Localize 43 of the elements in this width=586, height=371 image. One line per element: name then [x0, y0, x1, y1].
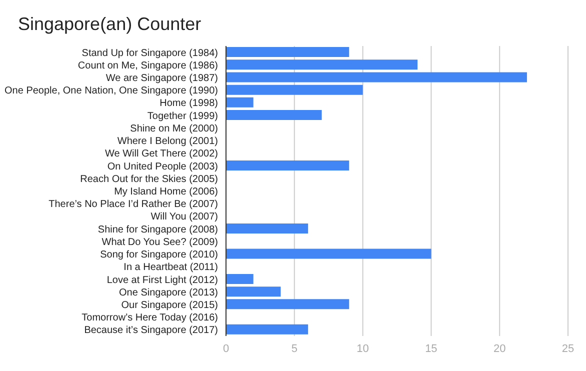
x-tick-label: 15: [425, 342, 438, 355]
bar: [226, 97, 254, 108]
bar: [226, 60, 418, 70]
y-tick-label: We are Singapore (1987): [106, 73, 218, 84]
y-tick-label: In a Heartbeat (2011): [124, 262, 218, 274]
bar: [226, 110, 322, 120]
y-tick-label: One People, One Nation, One Singapore (1990): [4, 86, 218, 97]
bar: [226, 248, 432, 259]
y-tick-label: Love at First Light (2012): [106, 274, 218, 286]
bar: [226, 224, 308, 234]
bar: [226, 274, 254, 284]
y-tick-label: Tomorrow’s Here Today (2016): [82, 312, 218, 324]
y-tick-label: Because it’s Singapore (2017): [84, 325, 218, 336]
y-tick-label: What Do You See? (2009): [102, 236, 218, 248]
bar: [226, 299, 350, 310]
chart-title: Singapore(an) Counter: [18, 14, 202, 35]
y-tick-label: Our Singapore (2015): [121, 300, 218, 311]
y-tick-label: Shine on Me (2000): [130, 123, 218, 134]
y-tick-label: Stand Up for Singapore (1984): [82, 48, 218, 59]
y-tick-label: Shine for Singapore (2008): [98, 224, 218, 236]
y-tick-label: Will You (2007): [150, 212, 218, 223]
bar: [226, 72, 527, 82]
bar: [226, 160, 350, 170]
x-tick-label: 25: [562, 342, 574, 355]
x-tick-label: 0: [222, 342, 230, 355]
y-tick-label: Song for Singapore (2010): [100, 250, 218, 261]
bar: [226, 286, 281, 297]
bar: [226, 47, 350, 57]
y-tick-label: Together (1999): [147, 110, 218, 122]
y-tick-label: Where I Belong (2001): [117, 136, 218, 148]
x-tick-label: 10: [356, 342, 369, 355]
y-tick-label: Reach Out for the Skies (2005): [80, 174, 218, 185]
y-tick-label: There’s No Place I’d Rather Be (2007): [48, 199, 218, 210]
bar: [226, 84, 363, 95]
y-tick-label: Home (1998): [160, 98, 218, 110]
y-tick-label: Count on Me, Singapore (1986): [78, 60, 218, 72]
y-tick-label: One Singapore (2013): [119, 287, 218, 298]
y-tick-label: We Will Get There (2002): [104, 148, 218, 160]
bar: [226, 324, 308, 334]
y-tick-label: My Island Home (2006): [114, 186, 218, 198]
y-tick-label: On United People (2003): [107, 161, 218, 172]
x-tick-label: 20: [493, 342, 506, 355]
x-tick-label: 5: [291, 342, 298, 355]
